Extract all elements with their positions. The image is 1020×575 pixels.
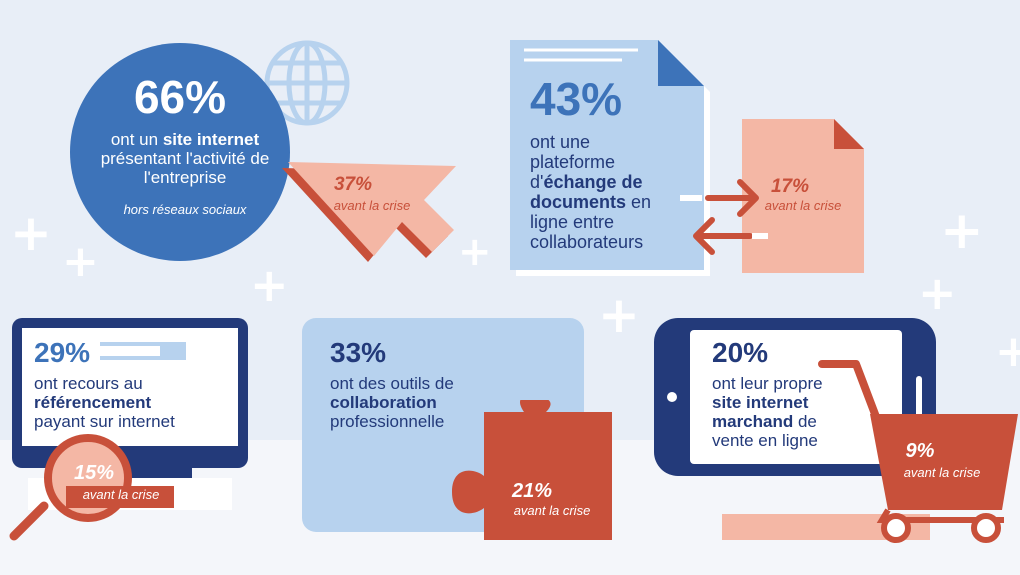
plus-icon: + [598,286,640,344]
website-stat-text: ont un site internet présentant l'activi… [90,130,280,187]
collab-text-pre: ont des outils de [330,374,454,393]
globe-icon [264,40,350,126]
shopping-cart-icon [818,360,1018,543]
plus-icon: + [940,201,984,261]
tablet-icon [654,318,936,476]
seo-text-bold: référencement [34,393,152,412]
plus-icon: + [10,204,52,262]
website-before-value: 37% [333,174,373,195]
plus-icon: + [995,326,1020,377]
ecommerce-before-value: 9% [905,440,935,462]
website-stat-value: 66% [133,71,227,123]
ecommerce-stat-text: ont leur propre site internet marchand d… [712,374,842,450]
website-before-label: avant la crise [333,198,411,213]
magnifier-icon [9,434,174,541]
plus-icon: + [62,236,99,287]
puzzle-piece-icon [452,400,612,540]
seo-before-value: 15% [73,462,115,484]
progress-bar [100,342,186,360]
plus-icon: + [918,266,957,320]
collab-stat-value: 33% [330,337,387,368]
platform-stat-text: ont une plateforme d'échange de document… [530,132,680,252]
cursor-arrow-icon [282,162,456,262]
ecommerce-stat-value: 20% [712,337,769,368]
platform-text-post: en ligne entre collaborateurs [530,192,652,252]
ecommerce-text-pre: ont leur propre [712,374,823,393]
website-stat-circle [70,43,290,261]
website-text-pre: ont un [110,130,163,149]
small-document-icon [742,119,864,273]
website-stat-note: hors réseaux sociaux [123,202,247,217]
seo-text-pre: ont recours au [34,374,143,393]
plus-icon: + [458,229,492,275]
platform-text-bold: échange de documents [530,172,643,212]
platform-text-pre: ont une plateforme d' [530,132,616,192]
exchange-arrows-icon [680,179,768,255]
collab-stat-text: ont des outils de collaboration professi… [330,374,530,431]
seo-text-post: payant sur internet [34,412,175,431]
platform-before-value: 17% [770,176,810,197]
seo-stat-value: 29% [34,337,91,368]
platform-before-label: avant la crise [764,198,842,213]
plus-icon: + [250,258,289,312]
seo-before-label: avant la crise [82,487,160,502]
ecommerce-text-post: de vente en ligne [712,412,818,450]
website-text-post: présentant l'activité de l'entreprise [100,149,270,187]
ecommerce-text-bold: site internet marchand [712,393,809,431]
collab-before-label: avant la crise [513,503,591,518]
platform-stat-value: 43% [530,73,623,125]
website-text-bold: site internet [162,130,260,149]
collab-before-value: 21% [511,480,553,502]
seo-stat-text: ont recours au référencement payant sur … [34,374,234,431]
ecommerce-before-label: avant la crise [903,465,981,480]
collab-text-post: professionnelle [330,412,445,431]
collab-text-bold: collaboration [330,393,437,412]
document-icon [510,40,710,276]
